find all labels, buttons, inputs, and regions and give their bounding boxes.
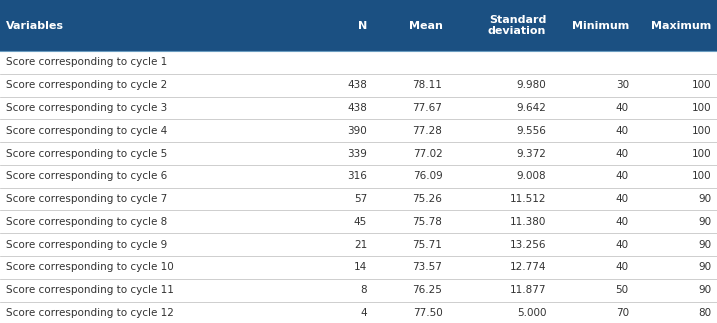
Text: Score corresponding to cycle 6: Score corresponding to cycle 6 xyxy=(6,171,167,181)
Text: 40: 40 xyxy=(616,240,629,250)
Text: 9.008: 9.008 xyxy=(517,171,546,181)
Text: 40: 40 xyxy=(616,126,629,136)
Text: 78.11: 78.11 xyxy=(412,80,442,90)
Text: 11.380: 11.380 xyxy=(510,217,546,227)
Text: 75.26: 75.26 xyxy=(412,194,442,204)
Text: 40: 40 xyxy=(616,262,629,272)
Text: 9.372: 9.372 xyxy=(516,149,546,159)
Text: 5.000: 5.000 xyxy=(517,308,546,318)
Text: Standard
deviation: Standard deviation xyxy=(488,15,546,36)
Text: Score corresponding to cycle 2: Score corresponding to cycle 2 xyxy=(6,80,167,90)
Text: 77.50: 77.50 xyxy=(413,308,442,318)
Text: 100: 100 xyxy=(692,80,711,90)
Text: Score corresponding to cycle 7: Score corresponding to cycle 7 xyxy=(6,194,167,204)
Text: 75.71: 75.71 xyxy=(412,240,442,250)
Text: 45: 45 xyxy=(354,217,367,227)
Bar xyxy=(0,302,717,323)
Text: 40: 40 xyxy=(616,103,629,113)
Text: Score corresponding to cycle 11: Score corresponding to cycle 11 xyxy=(6,285,174,295)
Text: Score corresponding to cycle 8: Score corresponding to cycle 8 xyxy=(6,217,167,227)
Text: 77.28: 77.28 xyxy=(412,126,442,136)
Text: Maximum: Maximum xyxy=(651,21,711,30)
Text: 14: 14 xyxy=(354,262,367,272)
Bar xyxy=(0,119,717,142)
Text: 77.67: 77.67 xyxy=(412,103,442,113)
Text: 9.980: 9.980 xyxy=(517,80,546,90)
Text: 90: 90 xyxy=(698,285,711,295)
Bar xyxy=(0,51,717,74)
Text: Minimum: Minimum xyxy=(571,21,629,30)
Text: 90: 90 xyxy=(698,240,711,250)
Text: 90: 90 xyxy=(698,194,711,204)
Text: Score corresponding to cycle 12: Score corresponding to cycle 12 xyxy=(6,308,174,318)
Text: 80: 80 xyxy=(698,308,711,318)
Text: 73.57: 73.57 xyxy=(412,262,442,272)
Bar xyxy=(0,211,717,233)
Text: 50: 50 xyxy=(616,285,629,295)
Bar xyxy=(0,97,717,120)
Text: 9.556: 9.556 xyxy=(516,126,546,136)
Text: 40: 40 xyxy=(616,149,629,159)
Text: 90: 90 xyxy=(698,217,711,227)
Text: Score corresponding to cycle 10: Score corresponding to cycle 10 xyxy=(6,262,174,272)
Text: 21: 21 xyxy=(354,240,367,250)
Text: 12.774: 12.774 xyxy=(510,262,546,272)
Bar xyxy=(0,279,717,302)
Text: 390: 390 xyxy=(347,126,367,136)
Text: 438: 438 xyxy=(347,103,367,113)
Bar xyxy=(0,188,717,211)
Text: 8: 8 xyxy=(361,285,367,295)
Text: 339: 339 xyxy=(347,149,367,159)
Text: 40: 40 xyxy=(616,217,629,227)
Text: 70: 70 xyxy=(616,308,629,318)
Text: 75.78: 75.78 xyxy=(412,217,442,227)
Text: 100: 100 xyxy=(692,149,711,159)
Bar xyxy=(0,233,717,256)
Text: 9.642: 9.642 xyxy=(516,103,546,113)
Text: Score corresponding to cycle 5: Score corresponding to cycle 5 xyxy=(6,149,167,159)
Text: 30: 30 xyxy=(616,80,629,90)
Bar xyxy=(0,256,717,279)
Text: N: N xyxy=(358,21,367,30)
Text: Score corresponding to cycle 1: Score corresponding to cycle 1 xyxy=(6,57,167,68)
Text: 77.02: 77.02 xyxy=(413,149,442,159)
Text: Mean: Mean xyxy=(409,21,442,30)
Bar xyxy=(0,142,717,165)
Text: 40: 40 xyxy=(616,194,629,204)
Text: 40: 40 xyxy=(616,171,629,181)
Text: 100: 100 xyxy=(692,103,711,113)
Text: 4: 4 xyxy=(361,308,367,318)
Text: 13.256: 13.256 xyxy=(510,240,546,250)
Text: 11.877: 11.877 xyxy=(510,285,546,295)
Text: Score corresponding to cycle 3: Score corresponding to cycle 3 xyxy=(6,103,167,113)
Text: 100: 100 xyxy=(692,171,711,181)
Bar xyxy=(0,165,717,188)
Text: 438: 438 xyxy=(347,80,367,90)
Text: 76.09: 76.09 xyxy=(413,171,442,181)
Text: 100: 100 xyxy=(692,126,711,136)
Text: 316: 316 xyxy=(347,171,367,181)
Text: Score corresponding to cycle 4: Score corresponding to cycle 4 xyxy=(6,126,167,136)
Text: 57: 57 xyxy=(354,194,367,204)
Text: Score corresponding to cycle 9: Score corresponding to cycle 9 xyxy=(6,240,167,250)
Text: 11.512: 11.512 xyxy=(510,194,546,204)
Text: 90: 90 xyxy=(698,262,711,272)
Text: 76.25: 76.25 xyxy=(412,285,442,295)
Bar xyxy=(0,74,717,97)
Text: Variables: Variables xyxy=(6,21,64,30)
